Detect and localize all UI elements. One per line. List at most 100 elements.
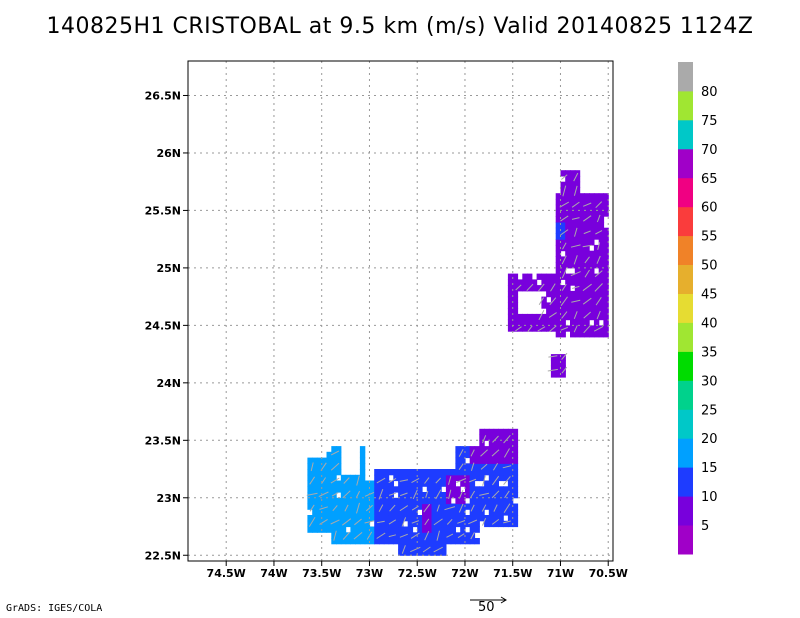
colorbar-label: 50 [701,259,718,274]
wind-vector [412,489,418,500]
wind-vector [570,271,581,277]
heatmap-cell [441,503,447,510]
heatmap-cell [517,325,523,332]
wind-vector [330,462,340,471]
heatmap-cell [479,463,485,470]
heatmap-cell [393,520,399,528]
heatmap-cell [574,262,581,269]
heatmap-cell [603,227,609,234]
heatmap-cell [512,474,519,482]
heatmap-cell [312,474,318,482]
colorbar-swatch [678,467,693,497]
heatmap-cell [512,313,519,321]
heatmap-cell [574,210,581,217]
wind-vector [562,185,567,197]
heatmap-cell [465,451,471,459]
heatmap-cell [603,204,609,211]
heatmap-cell [565,325,571,332]
heatmap-cell [565,239,571,246]
wind-vectors [306,172,604,554]
heatmap-cell [498,474,504,482]
heatmap-cell [570,181,576,188]
heatmap-cell [479,486,485,493]
wind-vector [306,492,318,496]
heatmap-cell [388,520,394,528]
heatmap-cell [369,497,375,505]
heatmap-cell [417,486,423,493]
heatmap-cell [570,239,576,246]
heatmap-cell [474,474,480,482]
wind-vector [560,229,569,236]
wind-vector [491,449,500,457]
heatmap-cell [469,520,476,528]
heatmap-cell [407,503,414,510]
heatmap-cell [598,262,605,269]
heatmap-cell [546,325,552,332]
wind-vector [596,255,601,264]
heatmap-cell [574,285,581,292]
heatmap-cell [450,515,456,522]
heatmap-cell [560,198,566,206]
wind-vector [446,533,454,538]
heatmap-cell [517,319,523,326]
heatmap-cell [593,302,600,309]
heatmap-cell [493,497,499,505]
wind-vector [583,311,592,319]
colorbar-swatch [678,525,693,555]
colorbar-label: 75 [701,114,718,129]
wind-vector [548,312,557,318]
heatmap-cell [603,331,609,338]
wind-vector [321,477,327,484]
heatmap-cell [536,325,542,332]
heatmap-cell [398,503,404,510]
heatmap-cell [546,302,552,309]
heatmap-cell [450,520,456,528]
heatmap-cell [398,543,404,551]
heatmap-cell [593,193,600,200]
colorbar-swatch [678,496,693,526]
heatmap-cell [398,549,404,556]
heatmap-cell [493,474,499,482]
heatmap-cell [574,308,581,315]
heatmap-cell [345,538,351,545]
heatmap-cell [584,204,590,211]
heatmap-cell [431,543,437,551]
heatmap-cell [579,244,585,252]
heatmap-cell [579,325,585,332]
heatmap-cell [307,503,313,510]
heatmap-cell [336,451,342,459]
heatmap-cell [579,319,585,326]
heatmap-cell [450,486,456,493]
plot-frame [187,60,614,562]
heatmap-cell [312,492,318,499]
heatmap-cell [488,497,495,505]
heatmap-cell [336,532,342,539]
wind-vector [561,174,568,180]
wind-vector [364,520,375,524]
heatmap-cell [407,509,414,516]
wind-vector [583,324,592,334]
heatmap-cell [493,451,499,459]
heatmap-cell [307,526,313,533]
colorbar-label: 25 [701,403,718,418]
heatmap-cell [469,474,476,482]
heatmap-cell [512,290,519,298]
heatmap-cell [503,497,509,505]
heatmap-cell [307,486,313,493]
heatmap-cell [336,515,342,522]
wind-vector [574,227,578,237]
heatmap-cell [426,520,433,528]
heatmap-cell [422,497,428,505]
heatmap-cell [570,233,576,240]
heatmap-cell [312,520,318,528]
heatmap-cell [402,492,409,499]
wind-vector [423,503,431,513]
heatmap-cell [493,509,499,516]
heatmap-cell [350,503,356,510]
heatmap-cell [579,210,585,217]
wind-vector [433,518,443,526]
heatmap-cell [598,308,605,315]
heatmap-cell [603,244,609,252]
heatmap-cell [436,486,442,493]
heatmap-cell [589,331,595,338]
